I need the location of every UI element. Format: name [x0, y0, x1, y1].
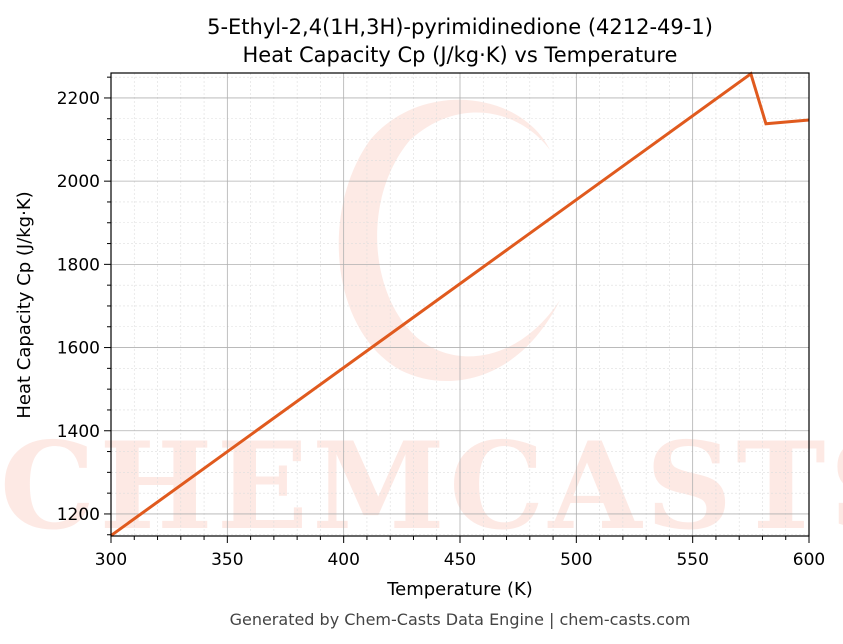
ticks: 300 350 400 450 500 550 600 1200 1400 1600 1800 200…	[57, 76, 825, 570]
chart-subtitle: Heat Capacity Cp (J/kg·K) vs Temperature	[243, 43, 678, 67]
x-tick-label: 500	[560, 550, 592, 570]
y-tick-label: 1400	[57, 422, 100, 442]
y-tick-label: 2200	[57, 89, 100, 109]
watermark: CHEMCASTS	[0, 99, 843, 557]
chart-title: 5-Ethyl-2,4(1H,3H)-pyrimidinedione (4212…	[207, 15, 713, 39]
y-tick-label: 1600	[57, 339, 100, 359]
x-tick-label: 450	[444, 550, 476, 570]
x-tick-label: 350	[211, 550, 243, 570]
y-axis-label: Heat Capacity Cp (J/kg·K)	[14, 191, 35, 418]
y-tick-label: 2000	[57, 172, 100, 192]
x-axis-label: Temperature (K)	[386, 579, 533, 600]
series-line-cp	[110, 71, 810, 537]
x-tick-label: 600	[793, 550, 825, 570]
grid	[110, 73, 810, 536]
x-tick-label: 400	[327, 550, 359, 570]
x-tick-label: 550	[676, 550, 708, 570]
y-tick-label: 1200	[57, 505, 100, 525]
plot-frame	[110, 72, 810, 537]
footer: Generated by Chem-Casts Data Engine | ch…	[230, 610, 691, 629]
svg-text:CHEMCASTS: CHEMCASTS	[0, 416, 843, 557]
x-tick-label: 300	[95, 550, 127, 570]
y-tick-label: 1800	[57, 255, 100, 275]
